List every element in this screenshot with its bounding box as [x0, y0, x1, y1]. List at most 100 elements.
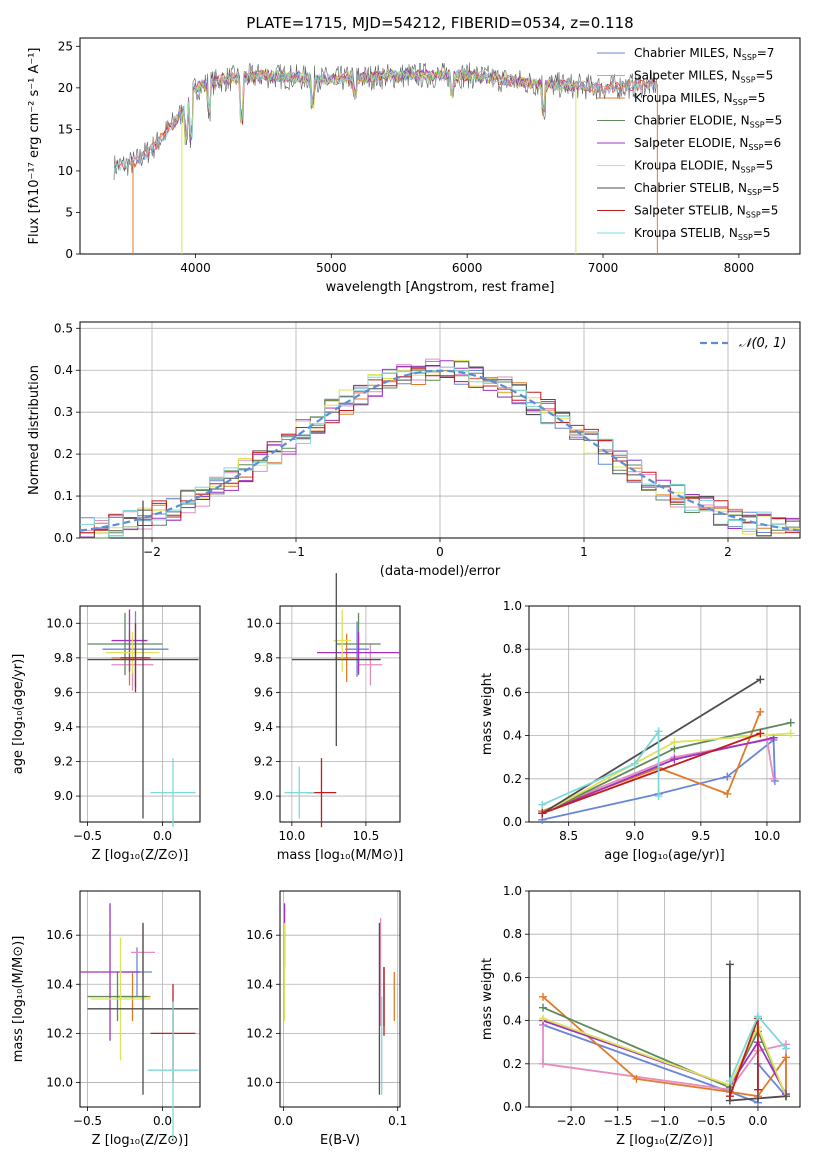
y-tick-label: 9.6: [54, 685, 73, 699]
y-tick-label: 9.4: [54, 720, 73, 734]
y-tick-label: 10.0: [46, 616, 73, 630]
mass-vs-Z-axes: −0.5 0.0 10.0 10.2 10.4 10.6 Z [log₁₀(Z/Z⊙)] ma…: [11, 890, 201, 1148]
x-tick-label: 1: [580, 545, 588, 559]
x-axis-label: Z [log₁₀(Z/Z⊙)]: [92, 848, 189, 863]
series-marker: [756, 707, 765, 716]
series-marker: [753, 1094, 762, 1103]
histogram-step: [80, 366, 800, 539]
y-tick-label: 10.0: [246, 1075, 273, 1089]
x-axis-label: age [log₁₀(age/yr)]: [604, 848, 725, 863]
axes-frame: [79, 605, 201, 823]
y-tick-label: 0.2: [503, 772, 522, 786]
age-vs-mass-points: [284, 573, 400, 828]
x-tick-label: −0.5: [73, 1114, 102, 1128]
series-line: [541, 728, 660, 806]
x-tick-label: −1: [287, 545, 305, 559]
y-tick-label: 9.8: [254, 651, 273, 665]
y-tick-label: 10.6: [246, 928, 273, 942]
legend-entry: Chabrier MILES, NSSP=7: [634, 46, 774, 62]
y-axis-label: mass weight: [480, 958, 495, 1040]
series-marker: [725, 960, 734, 969]
y-tick-label: 15: [58, 122, 73, 136]
legend-entry: Salpeter STELIB, NSSP=5: [634, 204, 778, 220]
x-tick-label: −2.0: [556, 1114, 585, 1128]
series-marker: [725, 1092, 734, 1101]
legend-entry: Chabrier ELODIE, NSSP=5: [634, 114, 782, 130]
y-tick-label: 9.2: [254, 755, 273, 769]
y-tick-label: 0.6: [503, 970, 522, 984]
mass-weight-vs-Z-axes: −2.0 −1.5 −1.0 −0.5 0.0 0.0 0.2 0.4 0.6 0.8 1.0 Z […: [480, 884, 801, 1148]
y-tick-label: 0.2: [503, 1057, 522, 1071]
x-axis-label: wavelength [Angstrom, rest frame]: [326, 280, 555, 295]
y-tick-label: 0.6: [503, 685, 522, 699]
y-tick-label: 10.0: [246, 616, 273, 630]
histogram-legend: 𝒩(0, 1): [700, 336, 786, 351]
x-tick-label: −0.5: [697, 1114, 726, 1128]
series-marker: [539, 1014, 548, 1023]
legend-entry: Salpeter ELODIE, NSSP=6: [634, 136, 781, 152]
x-tick-label: 9.0: [625, 829, 644, 843]
series-marker: [723, 789, 732, 798]
y-axis-label: Flux [fλ10⁻¹⁷ erg cm⁻² s⁻¹ A⁻¹]: [27, 48, 42, 245]
x-axis-label: Z [log₁₀(Z/Z⊙)]: [92, 1133, 189, 1148]
x-tick-label: 6000: [452, 261, 483, 275]
series-marker: [753, 1012, 762, 1021]
x-tick-label: 0: [436, 545, 444, 559]
series-line: [541, 732, 791, 815]
y-tick-label: 0.3: [54, 405, 73, 419]
y-tick-label: 10.2: [46, 1026, 73, 1040]
series-marker: [538, 809, 547, 818]
series-line: [542, 996, 787, 1098]
x-tick-label: 0.0: [748, 1114, 767, 1128]
x-axis-label: Z [log₁₀(Z/Z⊙)]: [616, 1133, 713, 1148]
x-tick-label: −1.0: [650, 1114, 679, 1128]
axes-frame: [79, 890, 201, 1108]
y-axis-label: Normed distribution: [27, 365, 42, 495]
y-tick-label: 9.8: [54, 651, 73, 665]
histogram-step: [80, 368, 800, 534]
series-line: [541, 732, 761, 815]
y-tick-label: 5: [65, 205, 73, 219]
histogram-step: [80, 358, 800, 537]
x-axis-label: E(B-V): [320, 1133, 360, 1148]
x-tick-label: 9.5: [691, 829, 710, 843]
normal-curve: [79, 369, 801, 532]
y-tick-label: 10.4: [246, 977, 273, 991]
legend-entry: Kroupa ELODIE, NSSP=5: [634, 159, 773, 175]
axes-frame: [528, 890, 801, 1108]
series-marker: [670, 738, 679, 747]
y-tick-label: 0.0: [503, 1100, 522, 1114]
y-tick-label: 0.0: [54, 531, 73, 545]
x-tick-label: 0.0: [274, 1114, 293, 1128]
axes-frame: [528, 605, 801, 823]
series-marker: [786, 718, 795, 727]
series-marker: [538, 800, 547, 809]
axes-frame: [279, 605, 401, 823]
y-tick-label: 10.6: [46, 928, 73, 942]
legend-entry: Kroupa MILES, NSSP=5: [634, 91, 765, 107]
spectrum-axes: 4000 5000 6000 7000 8000 0 5 10 15 20 25 wavelength…: [27, 37, 801, 295]
series-marker: [725, 1077, 734, 1086]
series-marker: [769, 774, 778, 783]
spectrum-legend: Chabrier MILES, NSSP=7 Salpeter MILES, NS…: [597, 46, 782, 242]
x-tick-label: 10.5: [353, 829, 380, 843]
y-tick-label: 0.4: [503, 729, 522, 743]
x-tick-label: −0.5: [73, 829, 102, 843]
x-tick-label: 4000: [180, 261, 211, 275]
y-tick-label: 0: [65, 247, 73, 261]
axes-frame: [279, 890, 401, 1108]
y-tick-label: 0.5: [54, 321, 73, 335]
y-tick-label: 9.6: [254, 685, 273, 699]
x-tick-label: −1.5: [603, 1114, 632, 1128]
y-tick-label: 9.0: [254, 789, 273, 803]
series-marker: [539, 1059, 548, 1068]
mass-weight-vs-age-axes: 8.5 9.0 9.5 10.0 0.0 0.2 0.4 0.6 0.8 1.0 age [log₁…: [480, 599, 801, 863]
y-axis-label: age [log₁₀(age/yr)]: [11, 654, 26, 775]
x-tick-label: 8.5: [559, 829, 578, 843]
series-marker: [654, 792, 663, 801]
y-tick-label: 10.2: [246, 1026, 273, 1040]
axes-frame: [79, 37, 801, 255]
x-tick-label: 0.0: [153, 1114, 172, 1128]
x-tick-label: −2: [143, 545, 161, 559]
